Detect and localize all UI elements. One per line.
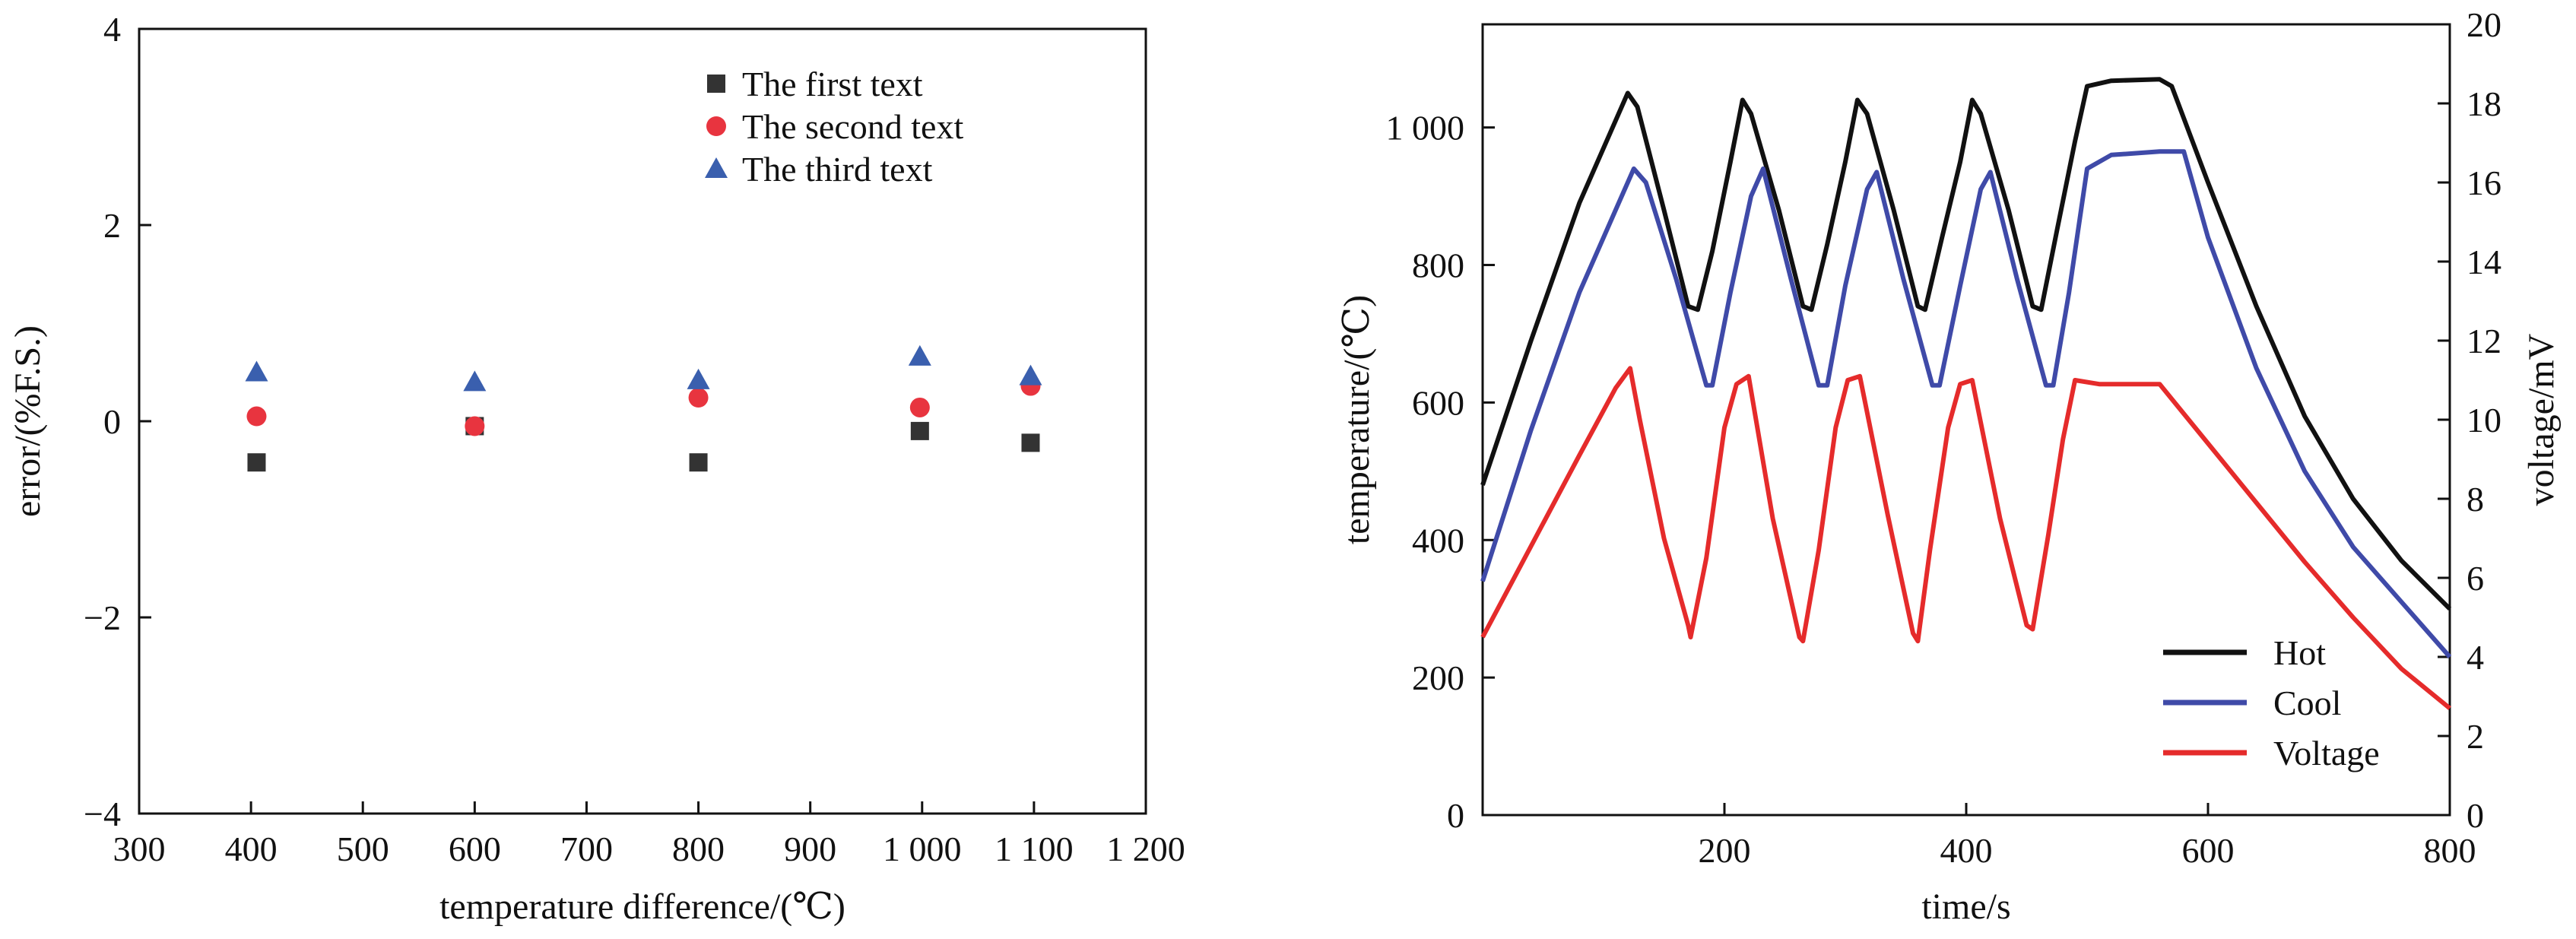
- data-point-circle: [465, 416, 485, 436]
- legend-marker-triangle: [705, 157, 728, 178]
- x-tick-label: 900: [784, 830, 836, 868]
- y-right-tick-label: 20: [2467, 5, 2501, 44]
- y-tick-label: 1 000: [1386, 109, 1465, 148]
- x-tick-label: 1 200: [1106, 830, 1185, 868]
- series-line-cool: [1480, 149, 2452, 658]
- data-point-square: [1021, 433, 1040, 452]
- y-tick-label: 0: [103, 402, 121, 441]
- y-tick-label: −2: [84, 598, 121, 637]
- x-axis-label: temperature difference/(℃): [439, 887, 845, 927]
- y-axis-label: error/(%F.S.): [8, 325, 48, 517]
- plot-frame: [138, 27, 1147, 815]
- data-point-circle: [909, 397, 930, 417]
- legend-marker-circle: [706, 116, 726, 136]
- data-point-square: [910, 421, 929, 440]
- x-tick-label: 300: [113, 830, 166, 868]
- legend-label: Voltage: [2273, 734, 2380, 772]
- y-tick-label: 600: [1412, 383, 1464, 422]
- y-right-tick-label: 0: [2467, 796, 2484, 835]
- y-tick-label: 200: [1412, 658, 1464, 697]
- error-scatter-chart: 300 400 500 600 700 800 900 1 000 1 100 1 200 −4 −2…: [8, 10, 1185, 927]
- y-right-tick-label: 10: [2467, 401, 2501, 439]
- y-right-tick-label: 18: [2467, 84, 2501, 123]
- x-tick-label: 200: [1699, 831, 1751, 870]
- legend-label: Hot: [2273, 633, 2326, 672]
- data-point-triangle: [687, 368, 710, 389]
- legend-label: Cool: [2273, 684, 2341, 722]
- y-tick-label: 800: [1412, 246, 1464, 285]
- y-right-axis-label: voltage/mV: [2521, 333, 2562, 506]
- data-point-triangle: [463, 370, 487, 392]
- y-right-tick-label: 14: [2467, 243, 2501, 281]
- x-tick-label: 1 100: [995, 830, 1074, 868]
- series-line-voltage: [1480, 366, 2451, 710]
- legend-label: The third text: [742, 150, 933, 189]
- data-point-square: [247, 453, 266, 472]
- legend-marker-square: [707, 75, 725, 93]
- x-tick-label: 800: [672, 830, 725, 868]
- x-tick-label: 400: [1940, 831, 1993, 870]
- x-tick-label: 800: [2424, 831, 2476, 870]
- y-tick-label: −4: [84, 795, 121, 833]
- x-tick-label: 600: [2182, 831, 2235, 870]
- data-point-square: [689, 453, 708, 472]
- x-tick-label: 700: [560, 830, 613, 868]
- x-axis-label: time/s: [1921, 887, 2010, 927]
- data-point-circle: [246, 406, 267, 427]
- series-line-hot: [1480, 77, 2452, 611]
- legend-label: The first text: [742, 65, 923, 103]
- data-point-circle: [688, 388, 709, 408]
- y-tick-label: 400: [1412, 521, 1464, 560]
- y-axis-label: temperature/(℃): [1337, 295, 1377, 544]
- legend-label: The second text: [742, 107, 963, 146]
- y-right-tick-label: 6: [2467, 559, 2484, 598]
- y-right-tick-label: 12: [2467, 322, 2501, 360]
- y-tick-label: 2: [103, 206, 121, 245]
- data-point-triangle: [245, 360, 268, 382]
- data-point-triangle: [908, 344, 931, 366]
- x-tick-label: 1 000: [883, 830, 962, 868]
- y-right-tick-label: 4: [2467, 638, 2484, 677]
- x-tick-label: 500: [337, 830, 389, 868]
- y-tick-label: 0: [1447, 796, 1464, 835]
- data-point-triangle: [1019, 364, 1042, 385]
- y-right-tick-label: 2: [2467, 717, 2484, 756]
- y-tick-label: 4: [103, 10, 121, 49]
- x-tick-label: 600: [449, 830, 501, 868]
- x-tick-label: 400: [225, 830, 278, 868]
- y-right-tick-label: 8: [2467, 480, 2484, 519]
- y-right-tick-label: 16: [2467, 163, 2501, 202]
